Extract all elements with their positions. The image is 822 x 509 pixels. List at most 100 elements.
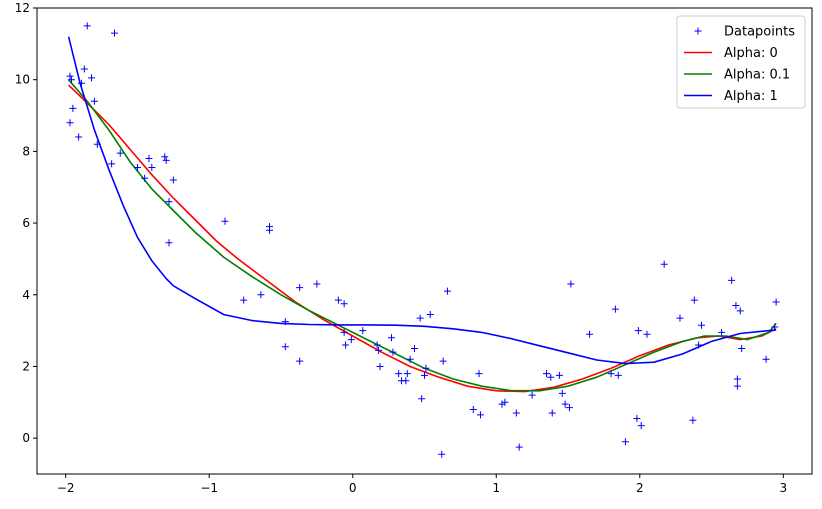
- datapoint-marker: [542, 370, 550, 378]
- datapoint-marker: [558, 389, 566, 397]
- datapoint-marker: [643, 330, 651, 338]
- datapoint-marker: [403, 370, 411, 378]
- datapoint-marker: [697, 321, 705, 329]
- y-tick-label: 6: [22, 216, 30, 230]
- legend-marker-datapoints: [694, 27, 702, 35]
- datapoint-marker: [515, 443, 523, 451]
- datapoint-marker: [141, 174, 149, 182]
- datapoint-marker: [438, 450, 446, 458]
- legend: Datapoints Alpha: 0 Alpha: 0.1 Alpha: 1: [676, 15, 806, 109]
- y-tick-label: 12: [15, 1, 30, 15]
- datapoint-marker: [88, 74, 96, 82]
- datapoint-marker: [586, 330, 594, 338]
- datapoint-marker: [718, 328, 726, 336]
- datapoint-marker: [66, 119, 74, 127]
- datapoint-marker: [90, 97, 98, 105]
- y-tick-label: 10: [15, 73, 30, 87]
- datapoint-marker: [728, 276, 736, 284]
- datapoint-marker: [161, 153, 169, 161]
- datapoint-marker: [607, 370, 615, 378]
- datapoint-marker: [406, 355, 414, 363]
- y-tick-label: 0: [22, 431, 30, 445]
- datapoint-marker: [733, 382, 741, 390]
- datapoint-marker: [266, 226, 273, 234]
- datapoint-marker: [422, 364, 430, 372]
- x-tick-label: 2: [636, 481, 644, 495]
- legend-label: Alpha: 0.1: [724, 68, 790, 83]
- datapoint-marker: [689, 416, 697, 424]
- datapoint-marker: [421, 371, 428, 379]
- datapoint-marker: [633, 414, 641, 422]
- datapoint-marker: [512, 409, 520, 417]
- y-tick-label: 2: [22, 359, 30, 373]
- datapoint-marker: [475, 370, 483, 378]
- legend-box: [676, 15, 806, 109]
- datapoint-marker: [281, 318, 289, 326]
- datapoint-marker: [221, 217, 229, 225]
- datapoint-marker: [547, 373, 555, 381]
- x-tick-label: −2: [57, 481, 75, 495]
- datapoint-marker: [83, 22, 91, 30]
- x-axis: −2 −1 0 1 2 3: [57, 474, 787, 495]
- datapoint-marker: [637, 422, 645, 430]
- datapoint-marker: [80, 65, 88, 73]
- datapoint-marker: [373, 341, 381, 349]
- datapoint-marker: [347, 336, 355, 344]
- datapoint-marker: [66, 72, 74, 80]
- datapoint-marker: [145, 155, 153, 163]
- datapoint-marker: [169, 176, 177, 184]
- datapoint-marker: [148, 164, 156, 172]
- datapoint-marker: [240, 296, 248, 304]
- datapoint-marker: [108, 160, 116, 168]
- plot-frame: [36, 7, 813, 475]
- x-tick-label: 3: [779, 481, 787, 495]
- datapoint-marker: [116, 149, 124, 157]
- datapoint-marker: [736, 307, 744, 315]
- datapoint-marker: [469, 405, 477, 413]
- datapoint-marker: [439, 357, 447, 365]
- datapoint-marker: [340, 328, 348, 336]
- x-tick-label: 1: [492, 481, 500, 495]
- datapoint-marker: [313, 280, 321, 288]
- datapoint-marker: [418, 395, 426, 403]
- datapoint-marker: [410, 345, 418, 353]
- scatter-layer: [66, 22, 780, 458]
- datapoint-marker: [614, 371, 622, 379]
- y-tick-label: 4: [22, 288, 30, 302]
- datapoint-marker: [111, 29, 118, 37]
- datapoint-marker: [660, 260, 668, 268]
- datapoint-marker: [732, 302, 740, 310]
- datapoint-marker: [340, 300, 348, 308]
- datapoint-marker: [296, 284, 304, 292]
- legend-label: Alpha: 1: [724, 89, 778, 104]
- datapoint-marker: [165, 198, 173, 206]
- legend-label: Datapoints: [724, 25, 795, 40]
- datapoint-marker: [359, 327, 367, 335]
- datapoint-marker: [69, 104, 77, 112]
- datapoint-marker: [565, 404, 573, 412]
- datapoint-marker: [443, 287, 451, 295]
- datapoint-marker: [77, 79, 85, 87]
- datapoint-marker: [67, 76, 75, 84]
- datapoint-marker: [621, 438, 629, 446]
- datapoint-marker: [611, 305, 619, 313]
- datapoint-marker: [376, 362, 384, 370]
- datapoint-marker: [738, 345, 746, 353]
- datapoint-marker: [342, 341, 350, 349]
- datapoint-marker: [690, 296, 698, 304]
- datapoint-marker: [281, 343, 289, 351]
- datapoint-marker: [75, 133, 83, 141]
- datapoint-marker: [555, 371, 563, 379]
- datapoint-marker: [676, 314, 684, 322]
- datapoint-marker: [162, 156, 170, 164]
- datapoint-marker: [548, 409, 556, 417]
- datapoint-marker: [528, 391, 536, 399]
- series-line-2: [67, 36, 777, 365]
- y-axis: 0 2 4 6 8 10 12: [15, 1, 37, 445]
- datapoint-marker: [498, 400, 506, 408]
- x-tick-label: −1: [200, 481, 218, 495]
- datapoint-marker: [476, 411, 484, 419]
- datapoint-marker: [634, 327, 642, 335]
- datapoint-marker: [426, 310, 434, 318]
